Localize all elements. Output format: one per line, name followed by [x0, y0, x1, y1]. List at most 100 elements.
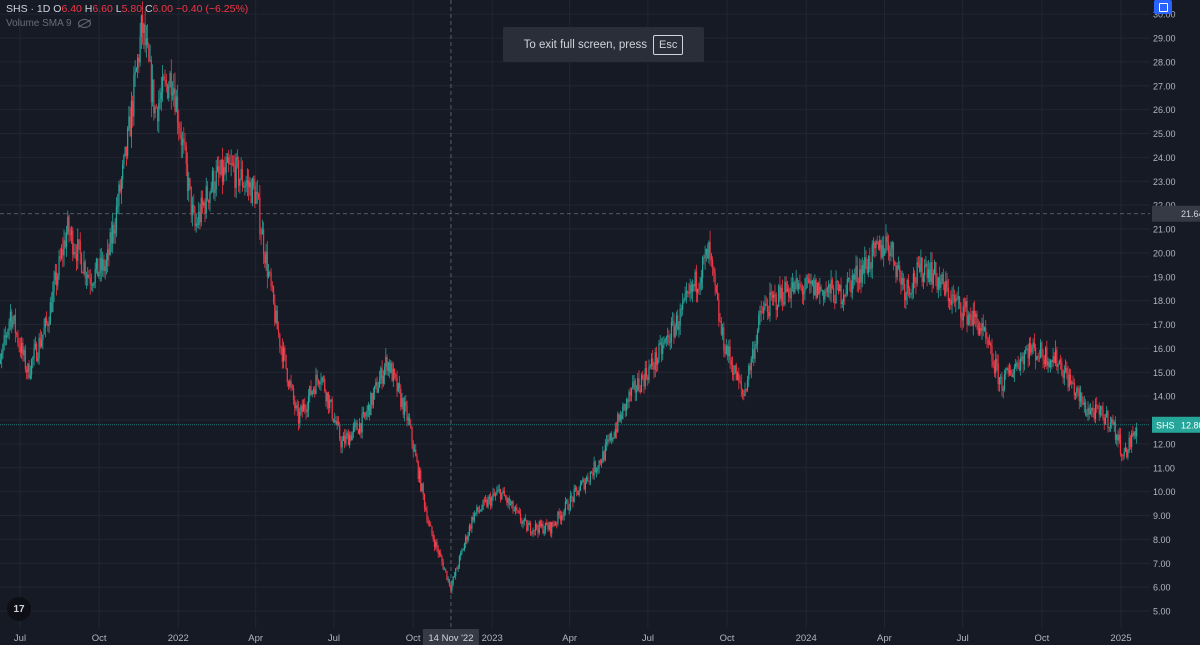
candle-body — [215, 170, 217, 190]
candle-body — [731, 364, 734, 375]
candle-body — [665, 337, 668, 340]
fullscreen-icon[interactable] — [1154, 0, 1172, 14]
candle-body — [455, 568, 457, 576]
candle-body — [561, 515, 563, 520]
candle-body — [533, 529, 535, 531]
candle-body — [411, 427, 413, 443]
candle-body — [907, 280, 910, 289]
candle-body — [386, 357, 388, 371]
y-tick-label: 20.00 — [1153, 248, 1176, 258]
fullscreen-toast: To exit full screen, press Esc — [503, 27, 704, 62]
candle-body — [406, 405, 408, 421]
candle-body — [475, 512, 477, 514]
candle-body — [536, 523, 538, 529]
candle-body — [436, 541, 438, 548]
candle-body — [544, 522, 547, 531]
candle-body — [745, 389, 747, 391]
candle-body — [602, 451, 604, 463]
candle-body — [376, 382, 378, 393]
candle-body — [584, 482, 586, 490]
candle-body — [1033, 342, 1035, 348]
tradingview-logo-icon[interactable]: 17 — [7, 597, 31, 621]
candle-body — [551, 522, 553, 534]
candle-body — [442, 561, 444, 570]
candle-body — [801, 287, 803, 295]
candle-body — [803, 292, 805, 295]
candle-body — [153, 79, 155, 114]
candle-body — [485, 499, 487, 501]
candle-body — [1103, 417, 1105, 425]
candle-body — [837, 281, 840, 292]
candle-body — [1041, 342, 1043, 356]
candle-body — [430, 525, 432, 527]
indicator-legend[interactable]: Volume SMA 9 — [6, 18, 91, 29]
candle-body — [481, 508, 483, 511]
candle-body — [559, 515, 562, 520]
candle-body — [600, 462, 603, 464]
candle-body — [526, 520, 528, 531]
candle-body — [246, 180, 248, 184]
candle-body — [521, 521, 523, 524]
candle-body — [63, 240, 65, 256]
candle-body — [784, 281, 786, 305]
candle-body — [1083, 402, 1085, 405]
candle-body — [1132, 433, 1134, 436]
candle-body — [977, 323, 979, 334]
candle-body — [133, 74, 135, 117]
candle-body — [719, 320, 721, 322]
candle-body — [1127, 450, 1129, 458]
candle-body — [360, 423, 362, 433]
candle-body — [416, 456, 418, 462]
candle-body — [1089, 410, 1092, 415]
x-tick-label: Jul — [328, 633, 340, 644]
candle-body — [819, 286, 821, 294]
candle-body — [440, 553, 442, 557]
candle-body — [872, 242, 875, 245]
candle-body — [820, 286, 822, 291]
candle-body — [220, 159, 222, 175]
candle-body — [776, 306, 779, 310]
crosshair-date-tag — [422, 629, 479, 645]
candle-body — [674, 326, 676, 338]
candle-body — [1117, 434, 1119, 441]
candle-body — [804, 288, 806, 293]
candle-body — [269, 272, 271, 274]
candle-body — [112, 224, 114, 244]
y-tick-label: 11.00 — [1153, 463, 1175, 473]
candle-body — [174, 88, 176, 112]
candle-body — [77, 239, 79, 261]
y-tick-label: 24.00 — [1153, 153, 1176, 163]
symbol-label[interactable]: SHS · 1D — [6, 3, 51, 15]
candle-body — [589, 472, 591, 482]
candle-body — [1071, 382, 1073, 384]
candle-body — [825, 291, 827, 293]
candle-body — [92, 284, 94, 286]
candle-body — [244, 186, 246, 188]
candle-body — [496, 491, 498, 495]
candle-body — [264, 254, 266, 264]
candle-body — [748, 365, 750, 380]
candle-body — [468, 525, 470, 535]
candle-body — [295, 405, 297, 409]
candle-body — [290, 381, 292, 386]
candle-body — [941, 274, 943, 282]
candle-body — [299, 411, 301, 424]
candle-body — [267, 272, 270, 277]
candle-body — [927, 269, 929, 279]
candle-body — [881, 245, 883, 258]
candle-body — [865, 257, 867, 267]
candle-body — [148, 45, 150, 61]
x-tick-label: Apr — [562, 633, 577, 644]
candle-body — [185, 146, 187, 164]
candle-body — [99, 257, 101, 273]
candle-body — [372, 392, 374, 405]
hide-eye-icon[interactable] — [77, 18, 91, 28]
candle-body — [1010, 370, 1012, 376]
candle-body — [916, 262, 918, 284]
candle-body — [335, 420, 337, 425]
candle-body — [924, 265, 926, 276]
candle-body — [818, 282, 820, 294]
candle-body — [199, 211, 201, 223]
candle-body — [69, 234, 71, 236]
